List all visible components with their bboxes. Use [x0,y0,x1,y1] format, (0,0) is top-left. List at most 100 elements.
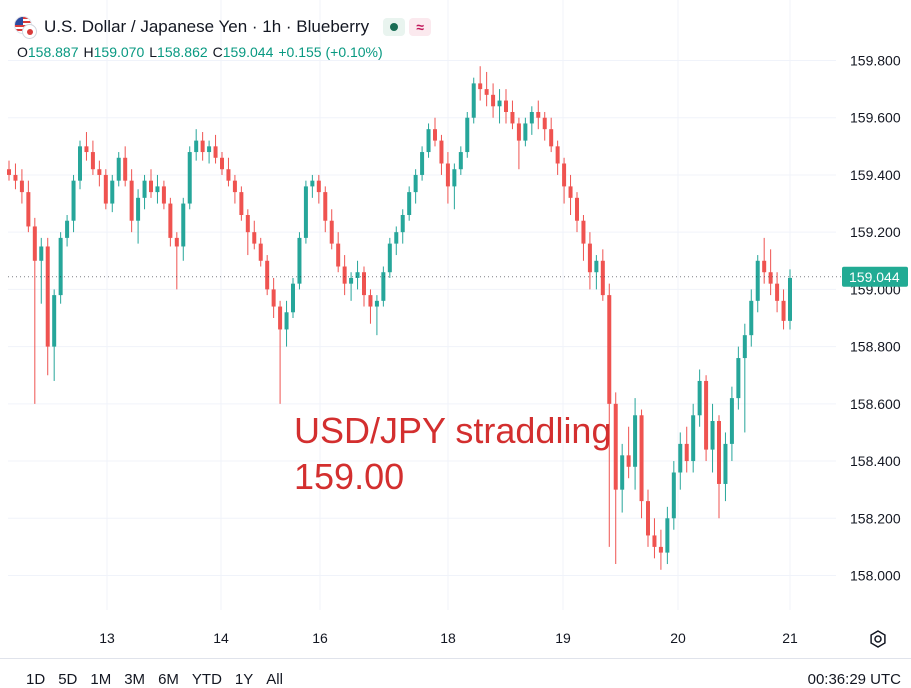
candle [729,386,734,462]
candle [361,266,367,307]
candle-body [116,157,121,181]
candle-body [168,203,173,238]
candle [116,152,121,187]
candle-body [284,312,289,330]
utc-clock[interactable]: 00:36:29 UTC [807,671,901,688]
candle-body [374,300,379,307]
candle-body [781,300,786,321]
candle [781,289,786,330]
candle [613,392,618,565]
range-button-ytd[interactable]: YTD [191,671,222,688]
candle [426,123,431,158]
market-status-badge[interactable] [383,18,406,36]
candle-body [542,117,547,130]
time-axis[interactable]: 13 14 16 18 19 20 21 [99,630,798,646]
candle [368,289,373,324]
candle-body [400,215,405,233]
candle [103,169,108,210]
candle-body [90,152,95,170]
annotation-line-1: USD/JPY straddling [294,410,612,451]
candle-body [226,169,231,181]
candle [768,249,773,296]
candle-body [84,146,89,153]
candle-body [736,358,741,399]
candle-body [484,89,489,95]
range-button-1y[interactable]: 1Y [234,671,254,688]
candle-body [620,455,625,490]
candle-body [26,192,31,227]
candle [142,174,147,210]
range-button-1d[interactable]: 1D [26,671,46,688]
candle-body [445,163,450,187]
range-button-6m[interactable]: 6M [158,671,179,688]
candle [704,375,709,462]
y-tick-label: 159.600 [850,110,901,126]
candle [174,232,179,290]
last-price-tag: 159.044 [842,266,908,287]
candle-body [523,123,528,141]
candle-body [704,380,709,450]
candle-body [187,152,192,204]
symbol-title[interactable]: U.S. Dollar / Japanese Yen · 1h · Bluebe… [44,17,370,36]
candle [549,117,554,153]
y-tick-label: 159.200 [850,224,901,240]
y-tick-label: 158.600 [850,396,901,412]
candle-body [77,146,83,181]
candle [645,489,651,547]
range-button-all[interactable]: All [266,671,283,688]
candle-body [342,266,347,284]
chart-settings-icon[interactable] [868,629,888,649]
candle [181,197,186,261]
market-open-dot-icon [390,23,399,31]
candle-body [394,232,399,244]
candle-body [252,232,257,244]
candle [581,215,586,261]
candle-body [136,197,141,221]
candle-body [148,180,154,193]
candle-body [775,283,780,301]
candle [336,232,341,273]
candle [213,134,218,164]
candle-body [710,421,715,450]
x-tick-label: 16 [312,630,328,646]
candle [32,217,37,404]
candle-body [762,260,767,273]
candle-body [562,163,567,187]
candle [542,112,547,141]
data-delay-badge[interactable]: ≈ [409,18,432,36]
range-button-5d[interactable]: 5D [58,671,78,688]
candle [762,237,767,284]
candle [303,180,308,244]
candle-body [258,243,263,261]
chart-annotation: USD/JPY straddling 159.00 [294,408,611,500]
candle-body [510,112,515,124]
candle [110,174,115,213]
candle-body [413,174,418,193]
candle [161,180,166,210]
range-button-3m[interactable]: 3M [124,671,146,688]
candle-body [568,186,573,198]
candle [97,160,102,187]
range-button-1m[interactable]: 1M [90,671,112,688]
candle [665,506,670,565]
candle [58,232,63,304]
candle [775,272,780,313]
candle [607,283,612,547]
candle-body [142,180,147,198]
candle-body [310,180,315,187]
candle-body [491,94,496,107]
candle-body [536,112,541,118]
candle-body [742,335,747,359]
candle-body [497,100,502,107]
candle [168,197,173,247]
currency-flags-icon [14,16,37,39]
candlestick-chart[interactable]: 159.800159.600159.400159.200159.000158.8… [0,0,911,658]
candle-body [155,186,160,193]
y-tick-label: 158.200 [850,510,901,526]
price-axis[interactable]: 159.800159.600159.400159.200159.000158.8… [850,53,901,584]
x-tick-label: 20 [670,630,686,646]
candle-body [58,237,63,296]
candle-body [529,112,534,124]
candle-body [329,220,334,244]
candle-body [297,237,302,284]
